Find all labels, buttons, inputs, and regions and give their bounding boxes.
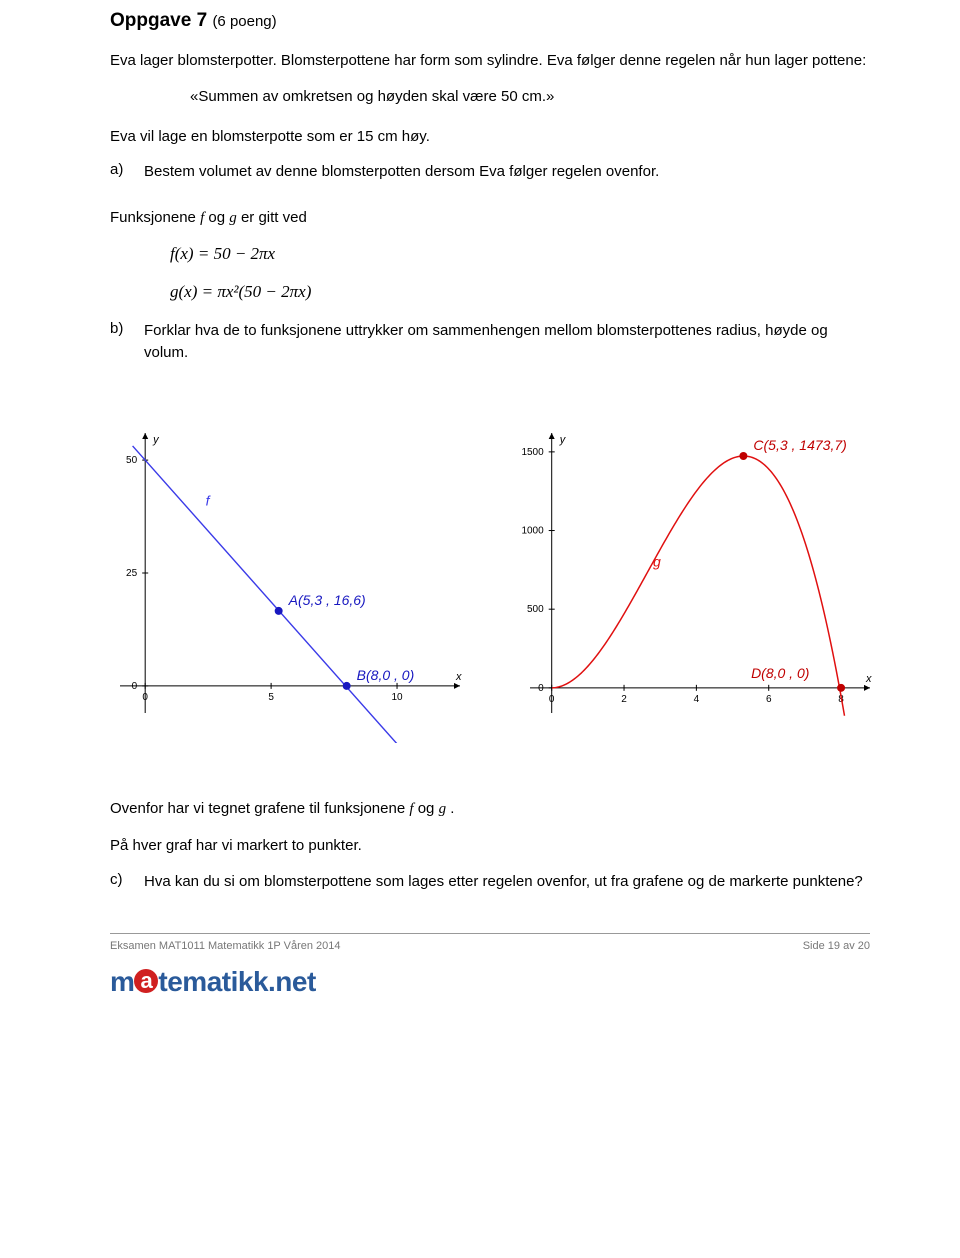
svg-text:D(8,0 , 0): D(8,0 , 0)	[751, 665, 809, 681]
svg-text:4: 4	[694, 694, 700, 705]
svg-text:x: x	[455, 671, 462, 683]
footer-right: Side 19 av 20	[803, 940, 870, 952]
f-symbol: f	[200, 210, 204, 226]
page-footer: Eksamen MAT1011 Matematikk 1P Våren 2014…	[110, 933, 870, 952]
below-text-2: På hver graf har vi markert to punkter.	[110, 835, 870, 857]
intro-paragraph-2: Eva vil lage en blomsterpotte som er 15 …	[110, 126, 870, 148]
question-a-label: a)	[110, 161, 144, 183]
functions-intro-pre: Funksjonene	[110, 209, 200, 226]
question-c-label: c)	[110, 871, 144, 893]
below1-pre: Ovenfor har vi tegnet grafene til funksj…	[110, 800, 409, 817]
svg-text:0: 0	[549, 694, 555, 705]
below1-post: .	[450, 800, 454, 817]
logo-a-icon: a	[134, 969, 158, 993]
function-definitions: f(x) = 50 − 2πx g(x) = πx²(50 − 2πx)	[170, 244, 870, 302]
rule-quote: «Summen av omkretsen og høyden skal være…	[190, 86, 870, 108]
svg-text:1500: 1500	[521, 447, 544, 458]
g-symbol: g	[229, 210, 237, 226]
footer-left: Eksamen MAT1011 Matematikk 1P Våren 2014	[110, 940, 341, 952]
svg-text:A(5,3 , 16,6): A(5,3 , 16,6)	[288, 592, 366, 608]
functions-intro-mid: og	[208, 209, 229, 226]
chart-f-wrap: 0 5 10 0 25 50 x y f A(5,3 , 16,6) B(8,0 , 0)	[80, 423, 470, 748]
svg-text:C(5,3 , 1473,7): C(5,3 , 1473,7)	[753, 437, 846, 453]
svg-text:5: 5	[268, 692, 274, 703]
intro-paragraph-1: Eva lager blomsterpotter. Blomsterpotten…	[110, 50, 870, 72]
svg-text:0: 0	[132, 681, 138, 692]
title-text: Oppgave 7	[110, 10, 207, 31]
svg-text:50: 50	[126, 455, 138, 466]
task-title: Oppgave 7 (6 poeng)	[110, 10, 870, 32]
below1-mid: og	[418, 800, 439, 817]
svg-text:6: 6	[766, 694, 772, 705]
chart-g: 02468050010001500xygC(5,3 , 1473,7)D(8,0…	[480, 423, 880, 743]
svg-text:B(8,0 , 0): B(8,0 , 0)	[357, 667, 415, 683]
chart-g-wrap: 02468050010001500xygC(5,3 , 1473,7)D(8,0…	[480, 423, 880, 748]
logo-m: m	[110, 966, 134, 997]
question-a-text: Bestem volumet av denne blomsterpotten d…	[144, 161, 870, 183]
functions-intro-post: er gitt ved	[241, 209, 307, 226]
below-text-1: Ovenfor har vi tegnet grafene til funksj…	[110, 798, 870, 821]
svg-text:25: 25	[126, 568, 138, 579]
svg-text:y: y	[152, 434, 160, 446]
logo-dotnet: .net	[268, 966, 316, 997]
svg-text:500: 500	[527, 604, 544, 615]
chart-f: 0 5 10 0 25 50 x y f A(5,3 , 16,6) B(8,0 , 0)	[80, 423, 470, 743]
title-points: (6 poeng)	[212, 13, 276, 30]
functions-intro: Funksjonene f og g er gitt ved	[110, 207, 870, 230]
f-symbol-2: f	[409, 801, 413, 817]
charts-row: 0 5 10 0 25 50 x y f A(5,3 , 16,6) B(8,0 , 0) 0 2 4 6…	[80, 423, 870, 748]
svg-text:f: f	[206, 493, 212, 509]
question-c: c) Hva kan du si om blomsterpottene som …	[110, 871, 870, 893]
g-definition: g(x) = πx²(50 − 2πx)	[170, 282, 870, 302]
question-b-label: b)	[110, 320, 144, 364]
svg-text:2: 2	[621, 694, 627, 705]
svg-text:10: 10	[391, 692, 403, 703]
f-definition: f(x) = 50 − 2πx	[170, 244, 870, 264]
svg-text:g: g	[653, 554, 661, 570]
svg-text:0: 0	[142, 692, 148, 703]
svg-text:x: x	[865, 673, 872, 685]
question-b-text: Forklar hva de to funksjonene uttrykker …	[144, 320, 870, 364]
question-a: a) Bestem volumet av denne blomsterpotte…	[110, 161, 870, 183]
g-symbol-2: g	[439, 801, 447, 817]
svg-text:1000: 1000	[521, 526, 544, 537]
question-b: b) Forklar hva de to funksjonene uttrykk…	[110, 320, 870, 364]
svg-text:y: y	[559, 434, 567, 446]
svg-text:0: 0	[538, 683, 544, 694]
site-logo: matematikk.net	[110, 966, 870, 998]
question-c-text: Hva kan du si om blomsterpottene som lag…	[144, 871, 870, 893]
logo-tematikk: tematikk	[158, 966, 268, 997]
